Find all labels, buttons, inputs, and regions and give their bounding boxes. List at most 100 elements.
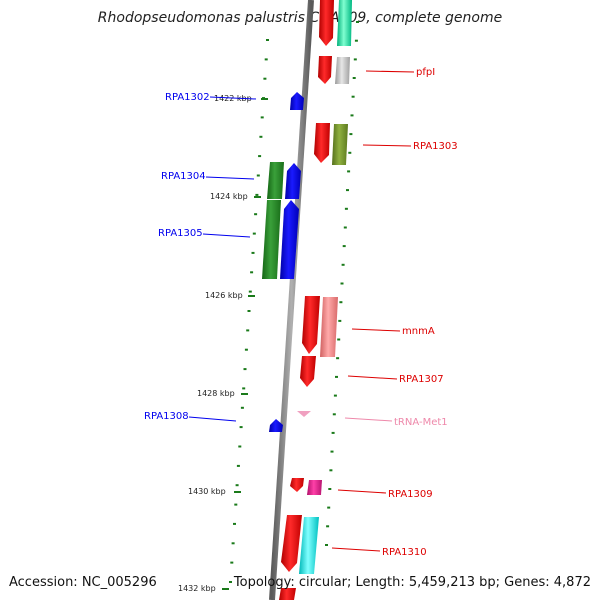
gene-arrow-RPA1310[interactable] bbox=[281, 515, 302, 572]
leader-line bbox=[362, 144, 412, 147]
leader-line bbox=[337, 489, 387, 494]
track-dot bbox=[252, 232, 256, 235]
track-dot bbox=[259, 135, 263, 138]
track-dot bbox=[229, 581, 232, 583]
track-dot bbox=[325, 544, 328, 546]
track-dot bbox=[332, 413, 336, 416]
gene-label-RPA1305[interactable]: RPA1305 bbox=[158, 228, 203, 239]
track-dot bbox=[330, 450, 334, 453]
gene-label-RPA1302[interactable]: RPA1302 bbox=[165, 92, 210, 103]
track-dot bbox=[258, 155, 262, 158]
track-dot bbox=[260, 116, 264, 119]
tick-label-1424: 1424 kbp bbox=[210, 192, 248, 201]
minus-strand-genes bbox=[262, 92, 304, 432]
track-dot bbox=[341, 263, 345, 266]
track-dot bbox=[356, 21, 359, 23]
track-dot bbox=[353, 58, 357, 61]
gene-labels: pfpI RPA1303 mnmA RPA1307 tRNA-Met1 RPA1… bbox=[144, 67, 458, 558]
track-dot bbox=[342, 245, 346, 248]
track-dot bbox=[336, 357, 340, 360]
gene-arrow[interactable] bbox=[279, 588, 296, 600]
plus-strand-genes bbox=[279, 0, 352, 600]
cog-bar[interactable] bbox=[299, 517, 319, 574]
gene-arrow-RPA1305[interactable] bbox=[280, 200, 299, 279]
track-dot bbox=[231, 542, 235, 545]
track-dot bbox=[349, 133, 353, 136]
track-dot bbox=[250, 271, 254, 274]
gene-arrow-pfpI[interactable] bbox=[318, 56, 332, 84]
cog-bar[interactable] bbox=[267, 162, 284, 199]
track-dot bbox=[327, 506, 331, 509]
cog-bar[interactable] bbox=[307, 480, 322, 495]
trna-marker[interactable] bbox=[297, 411, 311, 417]
leader-line bbox=[202, 233, 251, 238]
track-dot bbox=[254, 213, 258, 216]
track-dot bbox=[238, 445, 242, 448]
gene-arrow-RPA1309[interactable] bbox=[290, 478, 304, 492]
track-dot bbox=[246, 329, 250, 332]
track-dot bbox=[344, 207, 348, 210]
track-dot bbox=[340, 282, 344, 285]
track-dot bbox=[354, 39, 358, 42]
gene-arrow[interactable] bbox=[319, 0, 334, 46]
tick-label-1432: 1432 kbp bbox=[178, 584, 216, 593]
track-dot bbox=[351, 95, 355, 98]
gene-label-RPA1310[interactable]: RPA1310 bbox=[382, 547, 427, 558]
leader-line bbox=[344, 417, 393, 422]
tick-label-1430: 1430 kbp bbox=[188, 487, 226, 496]
page-title: Rhodopseudomonas palustris CGA009, compl… bbox=[97, 10, 503, 26]
gene-label-tRNA-Met1[interactable]: tRNA-Met1 bbox=[394, 417, 448, 428]
track-dot bbox=[230, 561, 234, 564]
track-dot bbox=[338, 319, 342, 322]
gene-label-RPA1308[interactable]: RPA1308 bbox=[144, 411, 189, 422]
track-dot bbox=[236, 464, 240, 467]
track-dot bbox=[329, 469, 333, 472]
track-dot bbox=[266, 39, 269, 41]
gene-label-RPA1304[interactable]: RPA1304 bbox=[161, 171, 206, 182]
cog-bar[interactable] bbox=[337, 0, 352, 46]
track-dot bbox=[233, 522, 236, 525]
cog-bar[interactable] bbox=[320, 297, 338, 357]
track-dot bbox=[335, 375, 338, 378]
gene-label-RPA1309[interactable]: RPA1309 bbox=[388, 489, 433, 500]
leader-line bbox=[209, 96, 257, 100]
track-dot bbox=[251, 251, 255, 254]
track-dot bbox=[343, 226, 347, 229]
gene-arrow-RPA1308[interactable] bbox=[269, 419, 283, 432]
tick-label-1426: 1426 kbp bbox=[205, 291, 243, 300]
track-dot bbox=[243, 368, 247, 371]
track-dot bbox=[352, 77, 356, 79]
leader-line bbox=[205, 176, 255, 180]
cog-bar[interactable] bbox=[332, 124, 348, 165]
cog-bar[interactable] bbox=[335, 57, 350, 84]
track-dot bbox=[235, 484, 239, 487]
track-dot bbox=[234, 503, 238, 506]
track-dot bbox=[337, 338, 341, 341]
track-dot bbox=[247, 310, 251, 312]
kbp-tick-marks: 1422 kbp 1424 kbp 1426 kbp 1428 kbp 1430… bbox=[178, 94, 268, 593]
gene-label-RPA1303[interactable]: RPA1303 bbox=[413, 141, 458, 152]
track-dot bbox=[348, 151, 352, 154]
track-dot bbox=[331, 431, 335, 434]
genome-backbone bbox=[269, 0, 314, 600]
leader-line bbox=[351, 328, 401, 332]
gene-label-mnmA[interactable]: mnmA bbox=[402, 326, 435, 337]
track-dot bbox=[264, 58, 268, 61]
gene-arrow-mnmA[interactable] bbox=[302, 296, 320, 354]
gene-arrow-RPA1304[interactable] bbox=[285, 163, 301, 199]
gene-label-RPA1307[interactable]: RPA1307 bbox=[399, 374, 444, 385]
cog-bar[interactable] bbox=[262, 200, 281, 279]
track-dot bbox=[244, 348, 248, 351]
track-dot bbox=[346, 189, 349, 192]
accession-text: Accession: NC_005296 bbox=[9, 575, 157, 590]
gene-arrow-RPA1307[interactable] bbox=[300, 356, 316, 387]
topology-text: Topology: circular; Length: 5,459,213 bp… bbox=[233, 575, 591, 590]
gene-arrow-RPA1302[interactable] bbox=[290, 92, 304, 110]
gene-label-pfpI[interactable]: pfpI bbox=[416, 67, 435, 78]
track-dot bbox=[350, 114, 354, 117]
leader-line bbox=[347, 375, 398, 380]
gene-arrow-RPA1303[interactable] bbox=[314, 123, 330, 163]
leader-line bbox=[188, 416, 237, 422]
dotted-tracks bbox=[229, 21, 359, 583]
